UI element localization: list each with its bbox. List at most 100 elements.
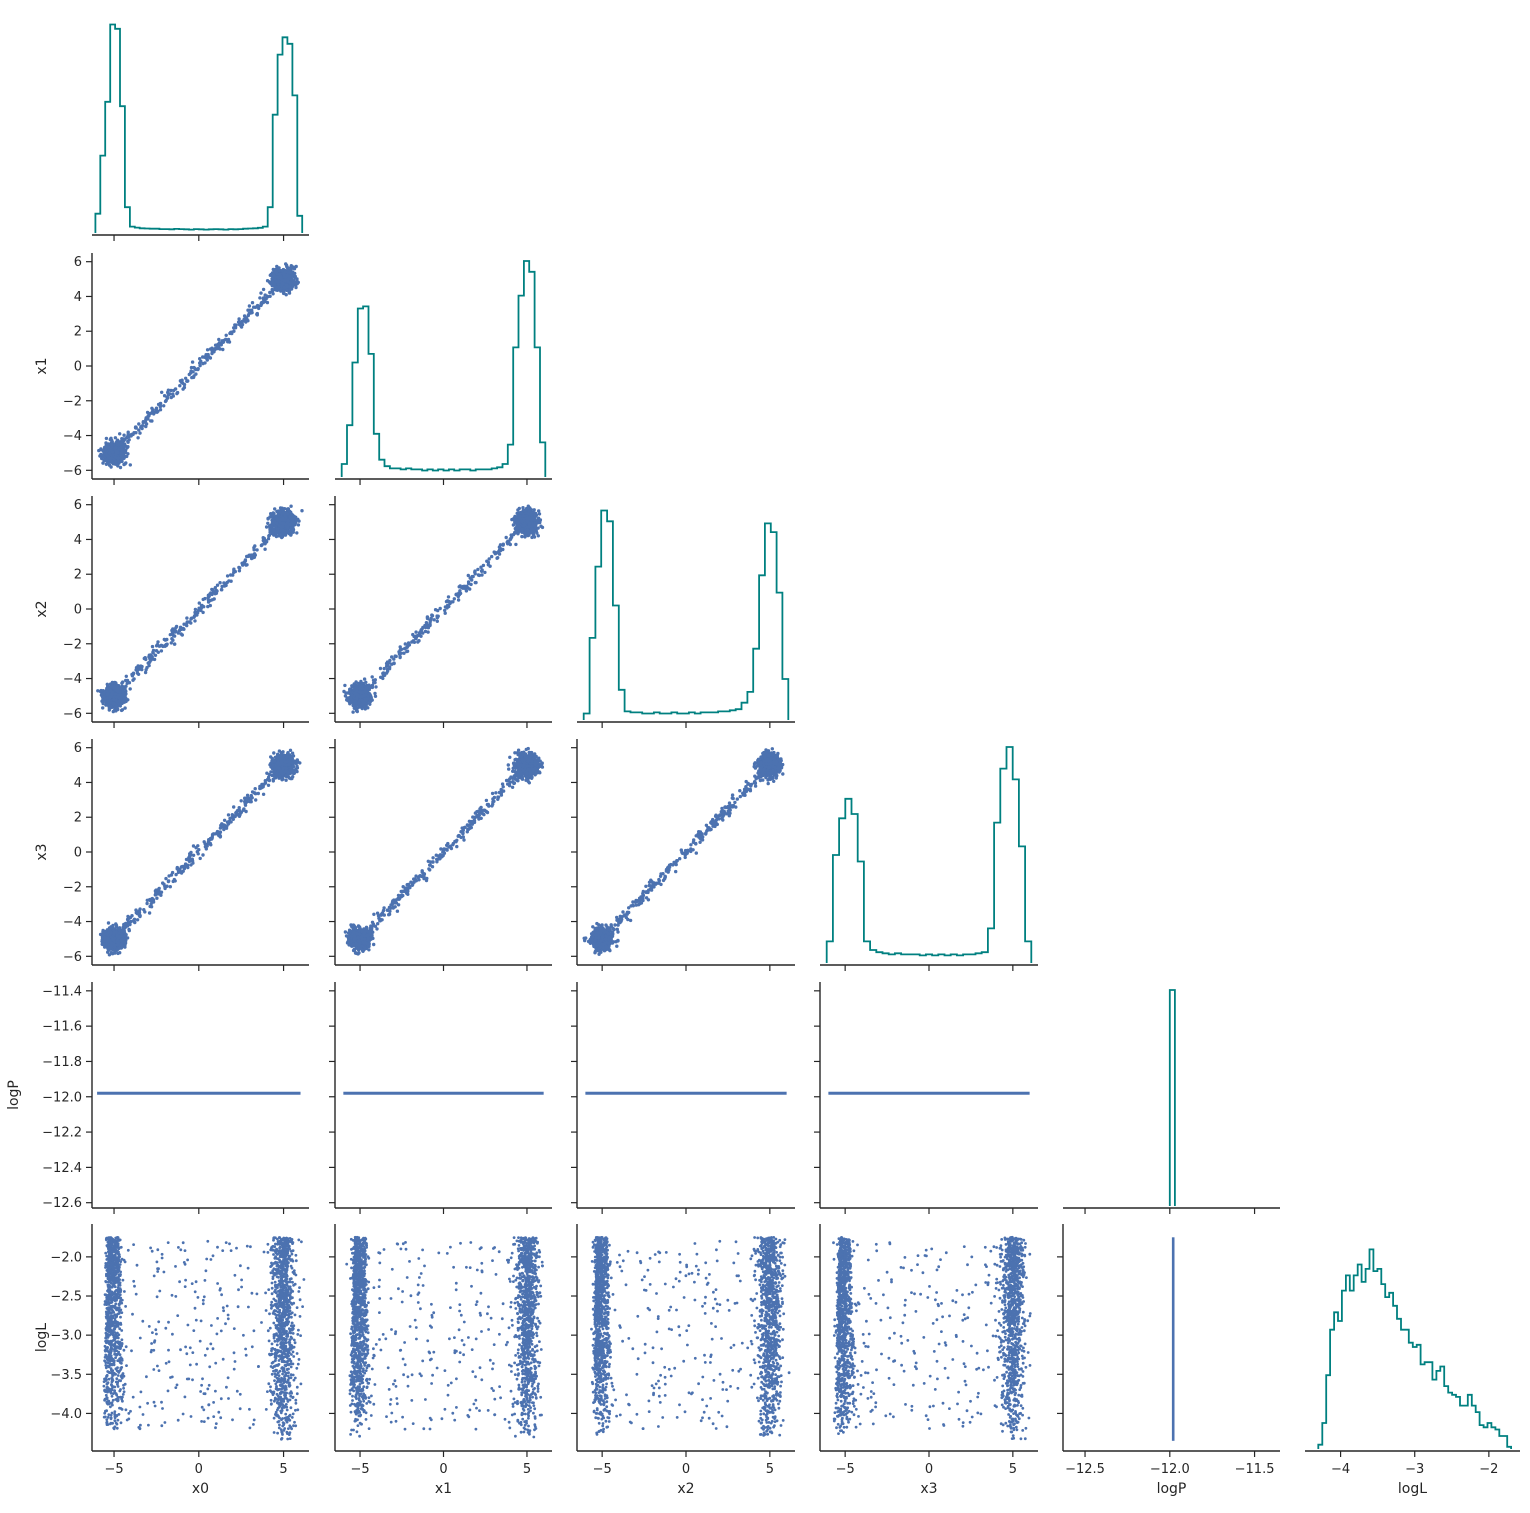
scatter-point [222,584,227,588]
scatter-point [206,604,210,609]
y-axis-label-x2: x2 [34,600,50,617]
scatter-point [285,273,289,277]
scatter-point [275,509,279,514]
scatter-point [169,641,173,645]
scatter-point [270,531,274,536]
y-tick-label: −6 [63,464,82,479]
y-tick-label: −12.4 [42,1161,82,1176]
scatter-point [261,296,265,301]
scatter-point [480,573,484,577]
scatter-point [537,509,541,513]
scatter-point [196,608,201,613]
scatter-point [185,616,189,620]
scatter-point [268,523,273,528]
scatter-point [189,365,194,370]
scatter-point [514,542,518,547]
y-tick-label: −6 [63,950,82,965]
scatter-point [241,562,245,566]
x-tick-label: −3 [1405,1462,1424,1477]
histogram-x3 [825,746,1033,963]
scatter-point [109,443,114,447]
scatter-point [122,444,126,449]
y-tick-label: 4 [74,290,82,305]
scatter-point [138,431,142,435]
scatter-point [232,329,236,333]
scatter-point [215,344,219,348]
scatter-point [162,394,167,398]
x-tick-label: −5 [104,1462,123,1477]
scatter-point [244,316,248,320]
scatter-point [116,464,120,468]
scatter-point [169,388,173,393]
y-tick-label: −4 [63,672,82,687]
scatter-point [108,456,113,461]
scatter-point [101,706,105,710]
scatter-point [259,291,263,295]
scatter-point [265,279,270,283]
panel-x1-x3 [329,739,552,971]
x-tick-label: −4 [1331,1462,1350,1477]
scatter-point [261,287,266,292]
scatter-point [162,637,166,642]
histogram-logP [1168,989,1176,1206]
scatter-point [108,704,113,709]
y-tick-label: 2 [74,568,82,583]
scatter-point [156,640,160,644]
scatter-point [271,267,275,272]
scatter-point [212,597,216,601]
scatter-point [229,330,233,335]
panel-x0-x1 [86,253,309,485]
scatter-point [117,441,121,445]
scatter-point [269,512,273,516]
scatter-point [221,347,225,352]
scatter-point [206,593,211,597]
scatter-point [111,702,116,706]
panel-x2-x2 [577,721,795,728]
scatter-point [124,696,128,700]
y-tick-label: 2 [74,325,82,340]
scatter-point [99,688,103,693]
scatter-point [109,447,114,451]
scatter-point [187,620,192,624]
scatter-point [150,644,155,649]
scatter-point [276,285,281,289]
scatter-point [284,293,288,297]
scatter-point [293,520,298,525]
scatter-point [277,268,281,273]
scatter-point [252,548,256,552]
scatter-point [466,580,471,584]
scatter-point [100,456,104,461]
panel-x3-x3 [820,964,1038,971]
scatter-point [178,626,183,631]
scatter-point [145,416,150,420]
y-tick-label: 0 [74,603,82,618]
scatter-point [279,521,283,525]
scatter-point [113,681,117,685]
scatter-point [182,627,186,631]
panel-x3-logL [814,1224,1038,1457]
scatter-point [118,432,122,436]
x-tick-label: −12.0 [1150,1462,1190,1477]
y-tick-label: −2 [63,394,82,409]
scatter-point [236,320,241,324]
scatter-point [237,565,241,570]
scatter-point [232,568,236,573]
scatter-point [504,535,508,540]
scatter-point [128,463,132,467]
x-tick-label: 5 [766,1462,774,1477]
scatter-point [284,283,288,287]
y-tick-label: 4 [74,776,82,791]
scatter-point [134,668,138,672]
scatter-point [113,446,117,450]
scatter-point [189,616,194,620]
scatter-point [294,285,298,290]
scatter-point [296,523,301,527]
scatter-point [117,460,121,464]
scatter-point [289,264,293,268]
panel-x0-x0 [92,234,309,241]
x-tick-label: −5 [593,1462,612,1477]
x-tick-label: 5 [279,1462,287,1477]
histogram-logL [1317,1248,1512,1449]
scatter-point [520,534,524,539]
scatter-point [144,422,149,426]
